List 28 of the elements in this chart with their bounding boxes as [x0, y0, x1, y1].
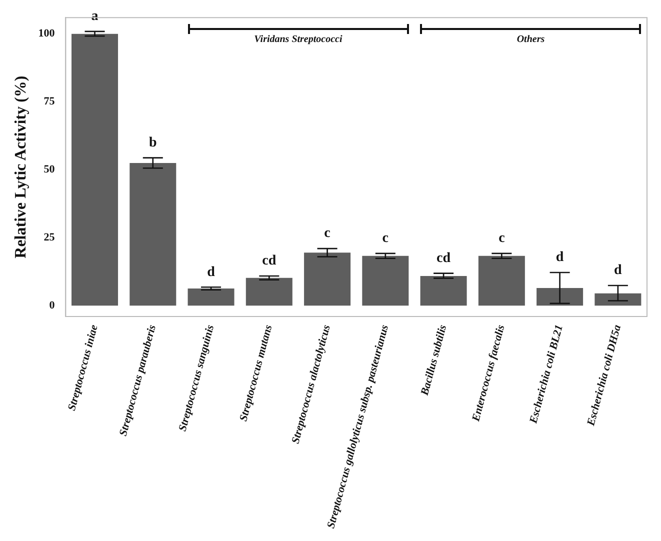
bar — [420, 276, 467, 306]
annotation: Viridans Streptococci — [253, 34, 344, 45]
y-tick-label: 50 — [44, 164, 56, 176]
bar — [594, 293, 642, 306]
annotation: c — [382, 231, 389, 246]
y-tick-label: 75 — [44, 96, 56, 108]
annotation: cd — [436, 250, 451, 266]
bar — [362, 256, 409, 306]
bar — [130, 162, 176, 306]
annotation: d — [207, 264, 216, 280]
annotation: d — [614, 263, 622, 278]
annotation: cd — [262, 254, 276, 269]
annotation: c — [498, 231, 505, 246]
bar — [188, 288, 234, 306]
bar — [536, 288, 584, 306]
annotation: Others — [516, 34, 546, 45]
y-tick-label: 100 — [38, 28, 56, 40]
bar — [478, 256, 525, 306]
bar — [72, 34, 118, 306]
bar — [246, 278, 292, 306]
annotation: c — [324, 226, 330, 242]
bar — [304, 252, 351, 306]
y-tick-label: 0 — [49, 299, 56, 312]
annotation: d — [556, 250, 564, 266]
x-tick-label: Bacillus subtilis — [418, 324, 450, 398]
y-tick-label: 25 — [44, 232, 56, 244]
annotation: b — [148, 135, 157, 150]
y-axis-title: Relative Lytic Activity (%) — [12, 76, 30, 258]
